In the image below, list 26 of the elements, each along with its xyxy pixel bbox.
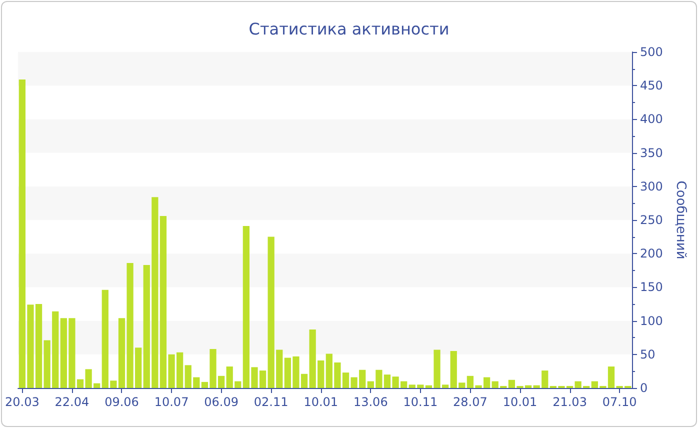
y-tick-label: 0 xyxy=(640,381,648,395)
y-tick-label: 450 xyxy=(640,78,663,93)
x-tick-label: 07.10 xyxy=(602,395,637,409)
y-tick-label: 250 xyxy=(640,213,663,227)
y-tick-label: 150 xyxy=(640,280,663,294)
y-tick-label: 100 xyxy=(640,314,663,328)
x-tick-label: 02.11 xyxy=(254,395,288,409)
y-axis-title: Сообщений xyxy=(672,180,688,260)
x-tick-label: 10.01 xyxy=(304,395,338,409)
y-tick-label: 350 xyxy=(640,146,663,160)
x-tick-label: 20.03 xyxy=(4,395,40,409)
x-tick-label: 10.07 xyxy=(154,395,189,409)
chart-title: Статистика активности xyxy=(248,20,450,38)
x-tick-label: 09.06 xyxy=(104,395,139,409)
x-tick-label: 10.11 xyxy=(403,395,438,409)
x-tick-label: 28.07 xyxy=(453,395,488,409)
y-tick-label: 50 xyxy=(640,347,656,362)
y-tick-label: 200 xyxy=(640,246,663,261)
x-tick-label: 13.06 xyxy=(353,395,388,409)
x-tick-label: 10.01 xyxy=(502,395,538,409)
y-tick-label: 300 xyxy=(640,179,663,194)
y-tick-label: 400 xyxy=(640,112,663,126)
x-tick-label: 06.09 xyxy=(204,395,238,409)
y-tick-label: 500 xyxy=(640,45,663,59)
x-tick-label: 21.03 xyxy=(552,395,587,409)
x-tick-label: 22.04 xyxy=(54,395,90,409)
